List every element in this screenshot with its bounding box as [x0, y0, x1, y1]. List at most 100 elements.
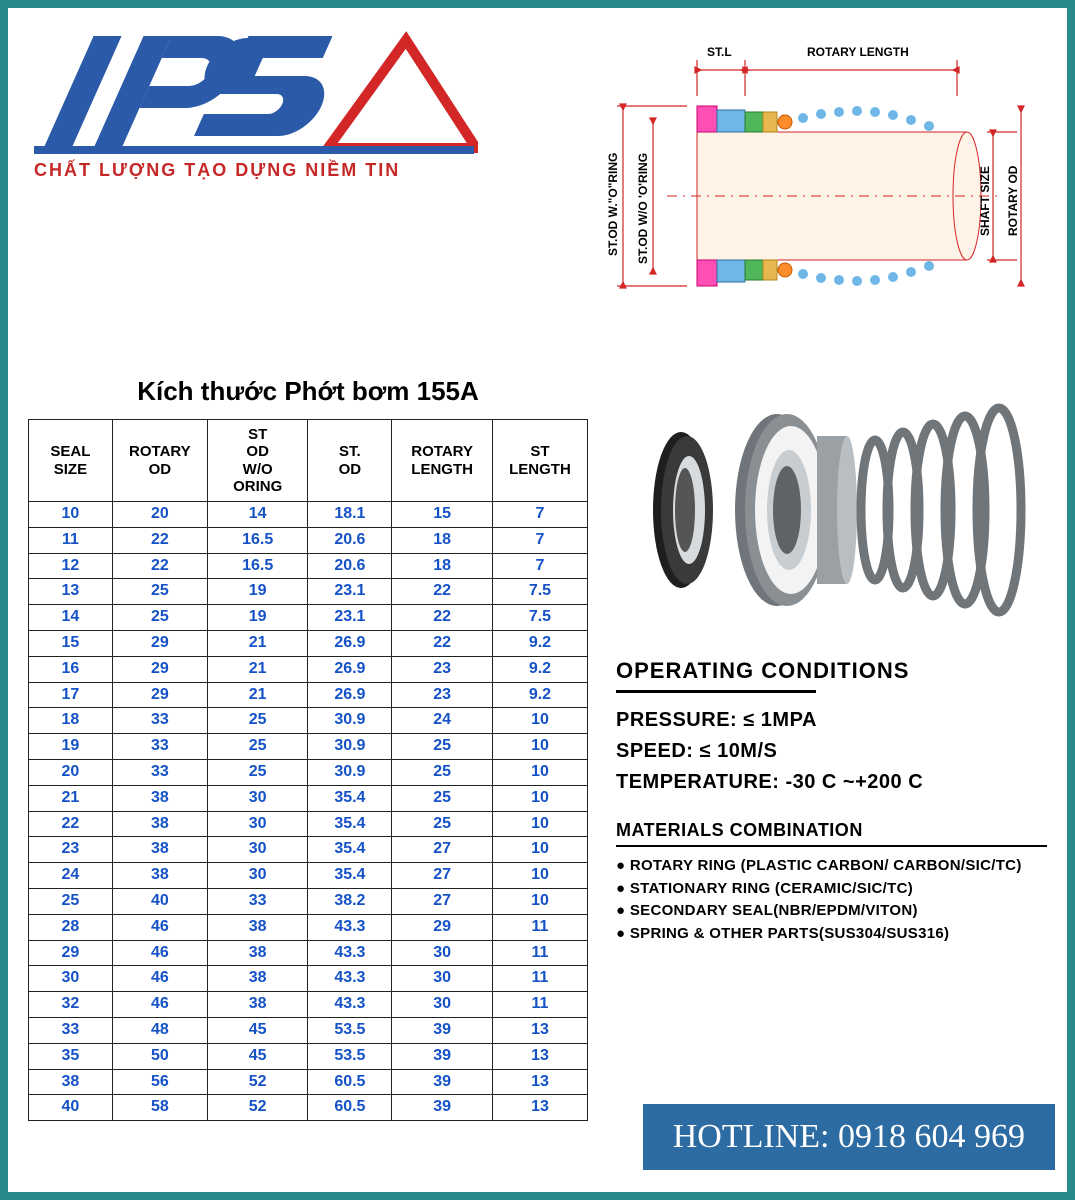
- table-cell: 40: [112, 888, 207, 914]
- materials-item: SPRING & OTHER PARTS(SUS304/SUS316): [616, 923, 1047, 946]
- table-cell: 10: [492, 708, 587, 734]
- speed-value: ≤ 10M/S: [700, 740, 778, 762]
- table-cell: 46: [112, 992, 207, 1018]
- table-cell: 7.5: [492, 605, 587, 631]
- table-cell: 10: [29, 502, 113, 528]
- table-row: 30463843.33011: [29, 966, 588, 992]
- table-cell: 30: [207, 837, 308, 863]
- table-cell: 23: [392, 682, 493, 708]
- table-cell: 35.4: [308, 837, 392, 863]
- table-cell: 46: [112, 966, 207, 992]
- table-cell: 16: [29, 656, 113, 682]
- table-cell: 23: [392, 656, 493, 682]
- table-header-cell: ST.OD: [308, 420, 392, 502]
- table-row: 14251923.1227.5: [29, 605, 588, 631]
- table-cell: 20: [112, 502, 207, 528]
- table-cell: 17: [29, 682, 113, 708]
- table-header-cell: STLENGTH: [492, 420, 587, 502]
- table-cell: 38: [207, 966, 308, 992]
- table-cell: 33: [112, 708, 207, 734]
- table-cell: 30: [392, 940, 493, 966]
- table-cell: 13: [492, 1043, 587, 1069]
- table-cell: 30: [207, 785, 308, 811]
- materials-item: STATIONARY RING (CERAMIC/SIC/TC): [616, 878, 1047, 901]
- table-row: 25403338.22710: [29, 888, 588, 914]
- table-cell: 10: [492, 734, 587, 760]
- table-cell: 22: [392, 630, 493, 656]
- table-cell: 11: [492, 940, 587, 966]
- table-cell: 38: [29, 1069, 113, 1095]
- table-cell: 10: [492, 759, 587, 785]
- table-cell: 43.3: [308, 966, 392, 992]
- table-cell: 18: [392, 553, 493, 579]
- table-cell: 38: [112, 811, 207, 837]
- table-cell: 27: [392, 863, 493, 889]
- table-cell: 52: [207, 1095, 308, 1121]
- table-cell: 30: [392, 992, 493, 1018]
- table-cell: 35.4: [308, 785, 392, 811]
- temperature-value: -30 C ~+200 C: [785, 771, 923, 793]
- table-cell: 15: [29, 630, 113, 656]
- divider: [616, 690, 816, 693]
- speed-line: SPEED: ≤ 10M/S: [616, 736, 1047, 767]
- table-cell: 43.3: [308, 992, 392, 1018]
- table-row: 21383035.42510: [29, 785, 588, 811]
- table-cell: 21: [207, 682, 308, 708]
- table-cell: 10: [492, 811, 587, 837]
- table-cell: 15: [392, 502, 493, 528]
- table-row: 122216.520.6187: [29, 553, 588, 579]
- table-cell: 23.1: [308, 579, 392, 605]
- table-cell: 30: [29, 966, 113, 992]
- table-cell: 30: [207, 811, 308, 837]
- table-cell: 9.2: [492, 656, 587, 682]
- operating-conditions-heading: OPERATING CONDITIONS: [616, 658, 1047, 684]
- table-cell: 18: [29, 708, 113, 734]
- table-cell: 25: [112, 579, 207, 605]
- table-cell: 29: [29, 940, 113, 966]
- materials-item: ROTARY RING (PLASTIC CARBON/ CARBON/SIC/…: [616, 855, 1047, 878]
- table-cell: 10: [492, 888, 587, 914]
- table-cell: 16.5: [207, 553, 308, 579]
- table-cell: 38: [112, 863, 207, 889]
- table-cell: 53.5: [308, 1017, 392, 1043]
- specs-column: OPERATING CONDITIONS PRESSURE: ≤ 1MPA SP…: [616, 376, 1047, 945]
- materials-heading: MATERIALS COMBINATION: [616, 820, 1047, 841]
- svg-text:ROTARY LENGTH: ROTARY LENGTH: [807, 45, 909, 59]
- table-cell: 13: [492, 1017, 587, 1043]
- table-cell: 29: [112, 630, 207, 656]
- table-cell: 38: [112, 837, 207, 863]
- materials-item: SECONDARY SEAL(NBR/EPDM/VITON): [616, 900, 1047, 923]
- header-row: CHẤT LƯỢNG TẠO DỰNG NIỀM TIN ST.L: [28, 26, 1047, 336]
- table-cell: 11: [29, 527, 113, 553]
- table-cell: 21: [207, 656, 308, 682]
- table-cell: 53.5: [308, 1043, 392, 1069]
- table-row: 22383035.42510: [29, 811, 588, 837]
- temperature-label: TEMPERATURE:: [616, 771, 779, 793]
- table-cell: 21: [207, 630, 308, 656]
- table-cell: 10: [492, 785, 587, 811]
- table-cell: 38: [112, 785, 207, 811]
- table-cell: 38.2: [308, 888, 392, 914]
- table-cell: 25: [29, 888, 113, 914]
- table-cell: 7: [492, 527, 587, 553]
- table-cell: 45: [207, 1043, 308, 1069]
- table-cell: 25: [392, 759, 493, 785]
- svg-text:ST.OD W/O 'O'RING: ST.OD W/O 'O'RING: [636, 153, 650, 264]
- table-cell: 21: [29, 785, 113, 811]
- table-cell: 46: [112, 914, 207, 940]
- table-row: 10201418.1157: [29, 502, 588, 528]
- table-cell: 25: [207, 734, 308, 760]
- table-cell: 30.9: [308, 708, 392, 734]
- page-root: CHẤT LƯỢNG TẠO DỰNG NIỀM TIN ST.L: [8, 8, 1067, 1141]
- table-cell: 10: [492, 863, 587, 889]
- pressure-line: PRESSURE: ≤ 1MPA: [616, 705, 1047, 736]
- table-cell: 40: [29, 1095, 113, 1121]
- table-cell: 28: [29, 914, 113, 940]
- pressure-label: PRESSURE:: [616, 709, 737, 731]
- table-cell: 48: [112, 1017, 207, 1043]
- pressure-value: ≤ 1MPA: [743, 709, 817, 731]
- table-cell: 35: [29, 1043, 113, 1069]
- table-cell: 22: [29, 811, 113, 837]
- table-cell: 27: [392, 888, 493, 914]
- table-cell: 26.9: [308, 630, 392, 656]
